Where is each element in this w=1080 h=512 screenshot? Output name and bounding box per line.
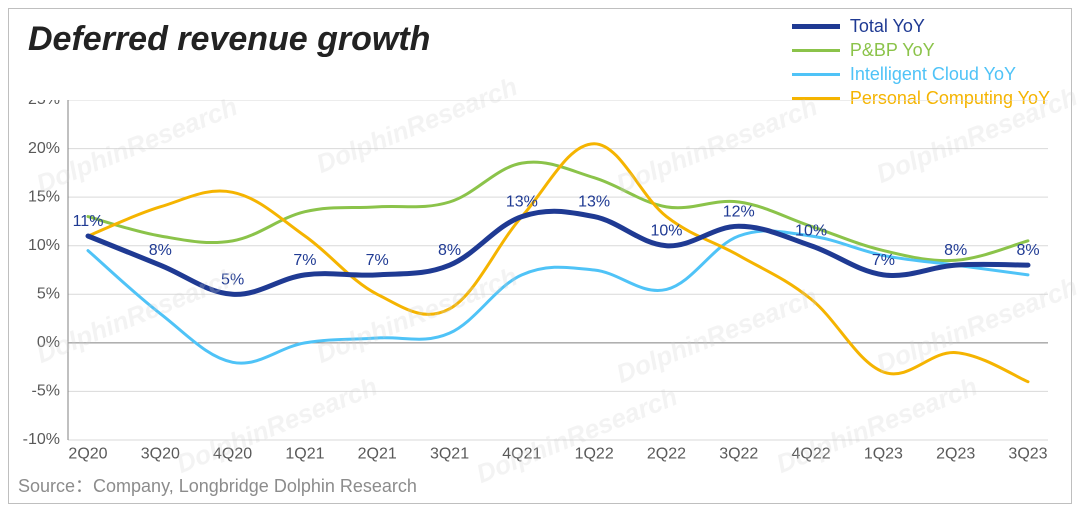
svg-text:3Q22: 3Q22 [719, 445, 758, 462]
svg-text:-5%: -5% [32, 383, 60, 400]
data-label: 10% [795, 223, 827, 240]
svg-text:3Q23: 3Q23 [1008, 445, 1047, 462]
data-label: 7% [366, 252, 389, 269]
svg-text:0%: 0% [37, 334, 60, 351]
chart-title: Deferred revenue growth [28, 20, 430, 59]
legend-label: Total YoY [850, 16, 925, 37]
legend-label: P&BP YoY [850, 40, 935, 61]
svg-text:10%: 10% [28, 237, 60, 254]
svg-text:3Q20: 3Q20 [141, 445, 180, 462]
svg-text:4Q22: 4Q22 [792, 445, 831, 462]
data-label: 11% [73, 213, 104, 230]
svg-text:4Q21: 4Q21 [502, 445, 541, 462]
legend-item: P&BP YoY [792, 38, 1050, 62]
data-label: 12% [723, 203, 755, 220]
source-attribution: Source：Company, Longbridge Dolphin Resea… [18, 472, 417, 498]
svg-text:2Q20: 2Q20 [68, 445, 107, 462]
svg-text:5%: 5% [37, 286, 60, 303]
svg-text:20%: 20% [28, 140, 60, 157]
legend-swatch [792, 73, 840, 76]
svg-text:2Q23: 2Q23 [936, 445, 975, 462]
legend-label: Intelligent Cloud YoY [850, 64, 1016, 85]
data-label: 7% [293, 252, 316, 269]
svg-text:1Q23: 1Q23 [864, 445, 903, 462]
legend-item: Intelligent Cloud YoY [792, 62, 1050, 86]
svg-text:2Q22: 2Q22 [647, 445, 686, 462]
data-label: 13% [506, 194, 538, 211]
svg-text:1Q21: 1Q21 [285, 445, 324, 462]
legend-swatch [792, 49, 840, 52]
svg-text:1Q22: 1Q22 [575, 445, 614, 462]
legend: Total YoYP&BP YoYIntelligent Cloud YoYPe… [792, 14, 1050, 110]
svg-text:15%: 15% [28, 188, 60, 205]
data-label: 13% [578, 194, 610, 211]
data-label: 5% [221, 271, 244, 288]
data-label: 10% [650, 223, 682, 240]
data-label: 8% [1016, 242, 1039, 259]
legend-swatch [792, 24, 840, 29]
legend-item: Total YoY [792, 14, 1050, 38]
svg-text:4Q20: 4Q20 [213, 445, 252, 462]
data-label: 8% [438, 242, 461, 259]
data-label: 8% [149, 242, 172, 259]
svg-text:2Q21: 2Q21 [358, 445, 397, 462]
chart-plot-area: -10% -5% 0% 5% 10% 15% 20% 25% 2Q20 3Q20 4Q20 1Q21 2… [0, 100, 1068, 500]
data-label: 7% [872, 252, 895, 269]
svg-text:-10%: -10% [23, 431, 60, 448]
svg-text:3Q21: 3Q21 [430, 445, 469, 462]
svg-text:25%: 25% [28, 100, 60, 108]
data-label: 8% [944, 242, 967, 259]
